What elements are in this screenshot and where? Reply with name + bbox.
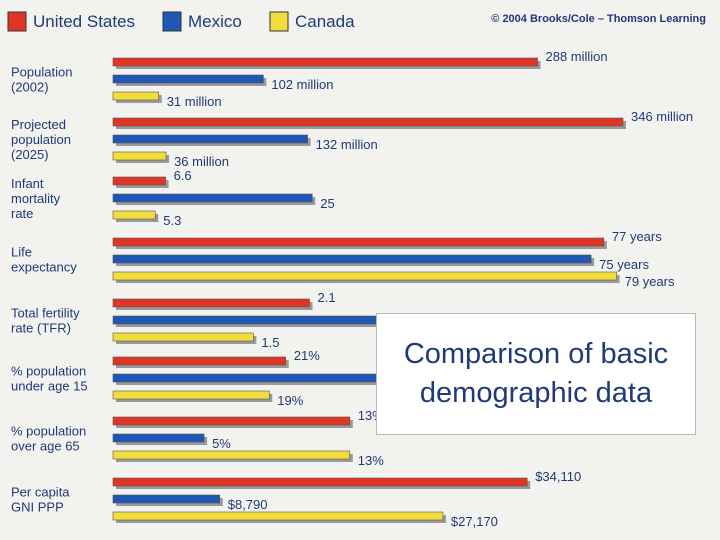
- bar-population-over-age-65-canada: [112, 450, 351, 460]
- value-label-infant-mortality-rate-mexico: 25: [320, 196, 334, 211]
- bar-infant-mortality-rate-canada: [112, 210, 156, 220]
- category-label-life-expectancy: expectancy: [11, 260, 77, 275]
- value-label-population-under-age-15-canada: 19%: [277, 393, 303, 408]
- legend-label-canada: Canada: [295, 12, 355, 31]
- value-label-infant-mortality-rate-canada: 5.3: [163, 213, 181, 228]
- value-label-population-2002-united-states: 288 million: [546, 49, 608, 64]
- bar-population-under-age-15-united-states: [112, 356, 287, 366]
- bar-total-fertility-rate-tfr-mexico: [112, 315, 385, 325]
- category-labels: Population(2002) Projectedpopulation(2025…: [11, 65, 88, 515]
- category-label-projected-population-2025: (2025): [11, 147, 49, 162]
- value-label-life-expectancy-canada: 79 years: [625, 274, 675, 289]
- value-label-projected-population-2025-mexico: 132 million: [316, 137, 378, 152]
- legend: United States Mexico Canada: [7, 11, 355, 32]
- value-label-infant-mortality-rate-united-states: 6.6: [174, 168, 192, 183]
- chart-title: Comparison of basic demographic data: [376, 313, 696, 435]
- category-label-population-under-age-15: % population: [11, 364, 86, 379]
- bar-life-expectancy-united-states: [112, 237, 605, 247]
- bar-life-expectancy-mexico: [112, 254, 592, 264]
- bar-total-fertility-rate-tfr-canada: [112, 332, 254, 342]
- bar-projected-population-2025-mexico: [112, 134, 308, 144]
- value-label-total-fertility-rate-tfr-united-states: 2.1: [318, 290, 336, 305]
- value-label-population-over-age-65-canada: 13%: [358, 453, 384, 468]
- value-label-projected-population-2025-canada: 36 million: [174, 154, 229, 169]
- legend-swatch-united-states: [7, 11, 27, 32]
- value-label-per-capita-gni-ppp-united-states: $34,110: [535, 469, 581, 484]
- value-label-population-2002-canada: 31 million: [167, 94, 222, 109]
- category-label-infant-mortality-rate: mortality: [11, 191, 61, 206]
- category-label-projected-population-2025: population: [11, 132, 71, 147]
- copyright-text: © 2004 Brooks/Cole – Thomson Learning: [491, 13, 706, 25]
- category-label-population-2002: Population: [11, 65, 72, 80]
- category-label-population-under-age-15: under age 15: [11, 379, 88, 394]
- legend-swatch-canada: [269, 11, 289, 32]
- category-label-total-fertility-rate-tfr: Total fertility: [11, 306, 80, 321]
- bar-projected-population-2025-united-states: [112, 117, 624, 127]
- bar-per-capita-gni-ppp-canada: [112, 511, 444, 521]
- bar-population-2002-united-states: [112, 57, 538, 67]
- legend-label-mexico: Mexico: [188, 12, 242, 31]
- category-label-per-capita-gni-ppp: Per capita: [11, 485, 70, 500]
- bar-projected-population-2025-canada: [112, 151, 167, 161]
- bar-population-under-age-15-canada: [112, 390, 270, 400]
- legend-swatch-mexico: [162, 11, 182, 32]
- bar-population-2002-canada: [112, 91, 159, 101]
- bar-life-expectancy-canada: [112, 271, 617, 281]
- bar-population-over-age-65-mexico: [112, 433, 205, 443]
- value-label-projected-population-2025-united-states: 346 million: [631, 109, 693, 124]
- legend-label-united-states: United States: [33, 12, 135, 31]
- value-label-total-fertility-rate-tfr-canada: 1.5: [261, 335, 279, 350]
- value-label-population-over-age-65-mexico: 5%: [212, 436, 231, 451]
- value-label-life-expectancy-mexico: 75 years: [599, 257, 649, 272]
- value-label-population-2002-mexico: 102 million: [271, 77, 333, 92]
- category-label-projected-population-2025: Projected: [11, 117, 66, 132]
- value-label-per-capita-gni-ppp-mexico: $8,790: [228, 497, 268, 512]
- category-label-population-over-age-65: over age 65: [11, 439, 80, 454]
- bars: [112, 57, 626, 523]
- category-label-per-capita-gni-ppp: GNI PPP: [11, 500, 64, 515]
- value-label-per-capita-gni-ppp-canada: $27,170: [451, 514, 498, 529]
- category-label-life-expectancy: Life: [11, 245, 32, 260]
- bar-population-2002-mexico: [112, 74, 264, 84]
- category-label-infant-mortality-rate: rate: [11, 206, 33, 221]
- bar-per-capita-gni-ppp-mexico: [112, 494, 221, 504]
- category-label-population-over-age-65: % population: [11, 424, 86, 439]
- value-label-population-under-age-15-united-states: 21%: [294, 348, 320, 363]
- bar-population-under-age-15-mexico: [112, 373, 385, 383]
- bar-infant-mortality-rate-united-states: [112, 176, 166, 186]
- bar-population-over-age-65-united-states: [112, 416, 351, 426]
- category-label-total-fertility-rate-tfr: rate (TFR): [11, 321, 71, 336]
- bar-infant-mortality-rate-mexico: [112, 193, 313, 203]
- category-label-infant-mortality-rate: Infant: [11, 176, 44, 191]
- value-label-life-expectancy-united-states: 77 years: [612, 229, 662, 244]
- bar-per-capita-gni-ppp-united-states: [112, 477, 528, 487]
- category-label-population-2002: (2002): [11, 80, 49, 95]
- bar-total-fertility-rate-tfr-united-states: [112, 298, 310, 308]
